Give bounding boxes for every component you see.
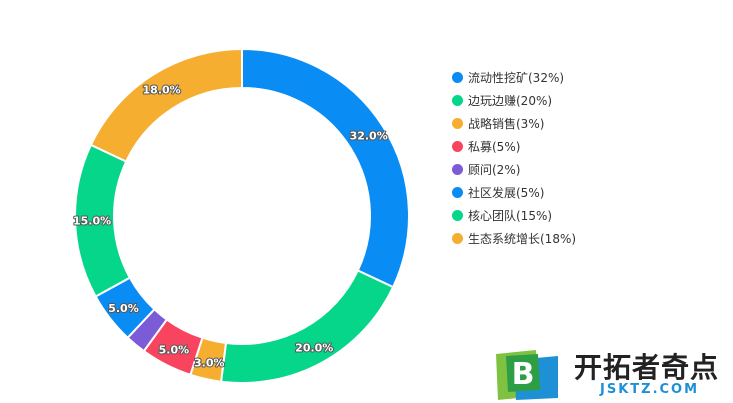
slices-group	[74, 47, 410, 384]
logo-icon: B	[496, 350, 558, 400]
legend-dot-icon	[452, 210, 463, 221]
data-label-8: 18.0%	[143, 83, 181, 96]
legend: 流动性挖矿(32%) 边玩边赚(20%) 战略销售(3%) 私募(5%) 顾问(2%) 社…	[452, 66, 576, 250]
legend-dot-icon	[452, 141, 463, 152]
legend-item-6[interactable]: 社区发展(5%)	[452, 181, 576, 204]
legend-item-5[interactable]: 顾问(2%)	[452, 158, 576, 181]
legend-dot-icon	[452, 233, 463, 244]
legend-label: 战略销售(3%)	[468, 117, 545, 131]
legend-item-8[interactable]: 生态系统增长(18%)	[452, 227, 576, 250]
legend-label: 顾问(2%)	[468, 163, 521, 177]
legend-label: 流动性挖矿(32%)	[468, 71, 565, 85]
data-label-3: 3.0%	[194, 356, 225, 369]
data-label-7: 15.0%	[73, 215, 111, 228]
legend-dot-icon	[452, 164, 463, 175]
legend-dot-icon	[452, 95, 463, 106]
data-label-6: 5.0%	[108, 302, 139, 315]
legend-dot-icon	[452, 72, 463, 83]
slice-8[interactable]	[89, 47, 243, 163]
slice-1[interactable]	[241, 47, 410, 289]
data-label-4: 5.0%	[159, 344, 190, 357]
legend-label: 社区发展(5%)	[468, 186, 545, 200]
labels-group: 32.0% 20.0% 3.0% 5.0% 5.0% 15.0% 18.0%	[72, 82, 389, 370]
legend-item-7[interactable]: 核心团队(15%)	[452, 204, 576, 227]
data-label-1: 32.0%	[350, 130, 388, 143]
legend-item-4[interactable]: 私募(5%)	[452, 135, 576, 158]
watermark-logo: B 开拓者奇点 JSKTZ.COM	[492, 336, 728, 402]
logo-domain: JSKTZ.COM	[600, 382, 700, 397]
data-label-2: 20.0%	[295, 341, 333, 354]
slice-2[interactable]	[219, 269, 395, 384]
legend-item-1[interactable]: 流动性挖矿(32%)	[452, 66, 576, 89]
logo-name: 开拓者奇点	[574, 351, 720, 384]
legend-item-3[interactable]: 战略销售(3%)	[452, 112, 576, 135]
legend-dot-icon	[452, 187, 463, 198]
legend-label: 核心团队(15%)	[468, 209, 553, 223]
legend-label: 边玩边赚(20%)	[468, 94, 553, 108]
legend-label: 生态系统增长(18%)	[468, 232, 577, 246]
legend-dot-icon	[452, 118, 463, 129]
legend-label: 私募(5%)	[468, 140, 521, 154]
legend-item-2[interactable]: 边玩边赚(20%)	[452, 89, 576, 112]
svg-text:B: B	[512, 357, 535, 392]
